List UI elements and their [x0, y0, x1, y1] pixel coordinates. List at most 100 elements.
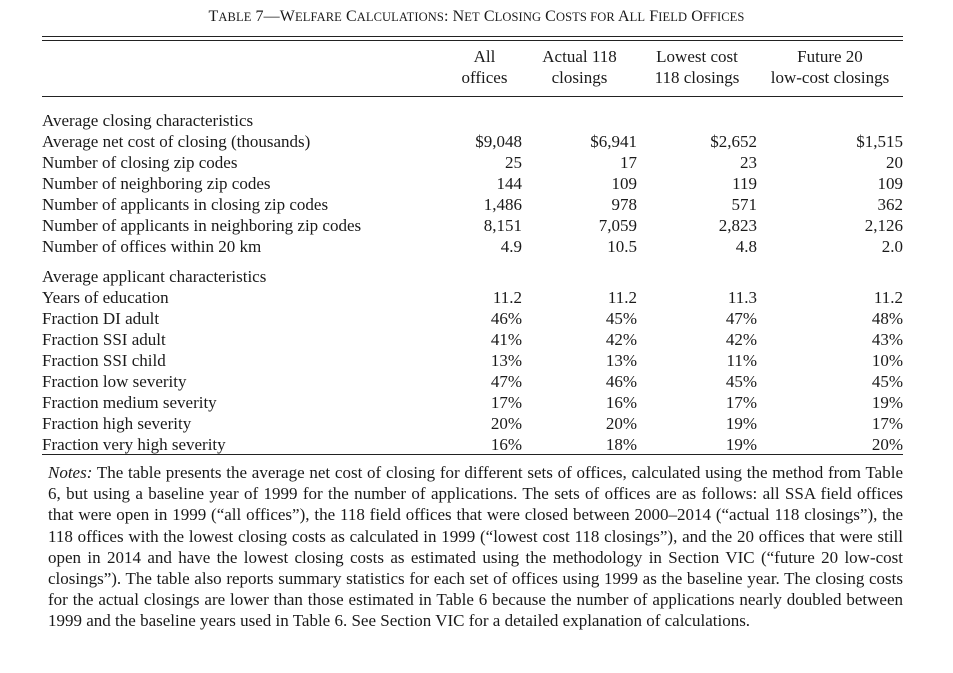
- table-cell: 16%: [605, 393, 637, 412]
- table-cell: 978: [611, 195, 638, 214]
- top-rule-double: [42, 40, 903, 41]
- row-label: Fraction medium severity: [42, 393, 217, 412]
- section-heading: Average applicant characteristics: [42, 267, 267, 286]
- title-part: OSTS FOR: [555, 10, 615, 24]
- table-cell: 46%: [490, 309, 522, 328]
- top-rule: [42, 36, 903, 37]
- table-cell: 10.5: [607, 237, 637, 256]
- row-label: Number of closing zip codes: [42, 153, 238, 172]
- row-label: Years of education: [42, 288, 169, 307]
- title-part: C: [541, 8, 556, 25]
- table-cell: 16%: [490, 435, 522, 454]
- table-notes: Notes: The table presents the average ne…: [48, 462, 903, 632]
- title-part: LOSING: [494, 10, 542, 24]
- table-cell: 11.2: [492, 288, 522, 307]
- table-cell: 46%: [605, 372, 637, 391]
- table-cell: 41%: [490, 330, 522, 349]
- section-heading-row: Average applicant characteristics: [42, 266, 903, 287]
- row-label: Number of offices within 20 km: [42, 237, 262, 256]
- table-cell: 17%: [871, 414, 903, 433]
- table-cell: 17%: [725, 393, 757, 412]
- table-cell: 45%: [871, 372, 903, 391]
- row-label: Fraction low severity: [42, 372, 187, 391]
- header-line: Lowest cost: [656, 47, 738, 66]
- table-cell: 20%: [605, 414, 637, 433]
- title-part: LL: [629, 10, 646, 24]
- row-label: Average net cost of closing (thousands): [42, 132, 311, 151]
- table-cell: $1,515: [856, 132, 903, 151]
- title-part: ABLE: [218, 10, 252, 24]
- row-label: Fraction DI adult: [42, 309, 160, 328]
- title-part: W: [279, 8, 295, 25]
- table-cell: 362: [877, 195, 904, 214]
- table-row: Fraction SSI child 13% 13% 11% 10%: [42, 350, 903, 371]
- table-row: Fraction very high severity 16% 18% 19% 20%: [42, 434, 903, 455]
- table-cell: 7,059: [598, 216, 637, 235]
- row-label: Number of applicants in neighboring zip …: [42, 216, 362, 235]
- table-row: Fraction low severity 47% 46% 45% 45%: [42, 371, 903, 392]
- title-part: C: [479, 8, 495, 25]
- table-cell: 8,151: [483, 216, 522, 235]
- section-heading: Average closing characteristics: [42, 111, 254, 130]
- column-header-future-20: Future 20 low-cost closings: [757, 46, 903, 98]
- table-cell: 4.9: [500, 237, 522, 256]
- title-part: ET: [464, 10, 480, 24]
- table-cell: 13%: [490, 351, 522, 370]
- table-cell: 119: [732, 174, 757, 193]
- row-label: Number of neighboring zip codes: [42, 174, 271, 193]
- notes-text: The table presents the average net cost …: [48, 463, 903, 631]
- table-cell: 13%: [605, 351, 637, 370]
- header-line: closings: [551, 68, 608, 87]
- table-cell: 4.8: [735, 237, 757, 256]
- table-row: Number of offices within 20 km 4.9 10.5 4.8…: [42, 236, 903, 257]
- notes-label: Notes:: [48, 463, 93, 482]
- table-cell: 48%: [871, 309, 903, 328]
- table-cell: 20%: [871, 435, 903, 454]
- row-label: Fraction SSI child: [42, 351, 166, 370]
- table-row: Number of applicants in neighboring zip …: [42, 215, 903, 236]
- table-cell: 42%: [605, 330, 637, 349]
- column-header-all-offices: All offices: [447, 46, 522, 98]
- table-cell: 43%: [871, 330, 903, 349]
- column-header-row: All offices Actual 118 closings Lowest cos…: [42, 46, 903, 98]
- table-cell: 25: [505, 153, 522, 172]
- table-cell: $9,048: [475, 132, 522, 151]
- table-cell: 571: [731, 195, 758, 214]
- table-cell: 2,823: [718, 216, 757, 235]
- title-part: O: [687, 8, 703, 25]
- title-part: FFICES: [702, 10, 745, 24]
- table-cell: 18%: [605, 435, 637, 454]
- table-row: Fraction DI adult 46% 45% 47% 48%: [42, 308, 903, 329]
- column-header-actual-118: Actual 118 closings: [522, 46, 637, 98]
- table-cell: 45%: [605, 309, 637, 328]
- table-cell: 20%: [490, 414, 522, 433]
- table-title: TABLE 7—WELFARE CALCULATIONS: NET CLOSIN…: [0, 8, 953, 26]
- table-cell: 19%: [871, 393, 903, 412]
- table-row: Number of neighboring zip codes 144 109 119…: [42, 173, 903, 194]
- row-label: Fraction very high severity: [42, 435, 226, 454]
- header-line: offices: [461, 68, 508, 87]
- table-cell: 42%: [725, 330, 757, 349]
- table-cell: 17%: [490, 393, 522, 412]
- table-cell: 19%: [725, 435, 757, 454]
- table-cell: $6,941: [590, 132, 637, 151]
- table-cell: 20: [886, 153, 903, 172]
- table-row: Number of applicants in closing zip code…: [42, 194, 903, 215]
- title-part: ALCULATIONS: [356, 10, 444, 24]
- row-label: Fraction SSI adult: [42, 330, 166, 349]
- title-part: F: [645, 8, 659, 25]
- header-line: low-cost closings: [770, 68, 890, 87]
- table-row: Average net cost of closing (thousands) $…: [42, 131, 903, 152]
- table-cell: 10%: [871, 351, 903, 370]
- table-cell: 47%: [490, 372, 522, 391]
- table-cell: 2,126: [864, 216, 903, 235]
- spacer-row: [42, 257, 903, 266]
- table-cell: 144: [496, 174, 523, 193]
- table-cell: 11.2: [607, 288, 637, 307]
- title-part: : N: [443, 8, 465, 25]
- table-row: Fraction high severity 20% 20% 19% 17%: [42, 413, 903, 434]
- header-rule: [42, 96, 903, 97]
- row-label: Number of applicants in closing zip code…: [42, 195, 329, 214]
- table-cell: 109: [611, 174, 638, 193]
- table-cell: 23: [740, 153, 757, 172]
